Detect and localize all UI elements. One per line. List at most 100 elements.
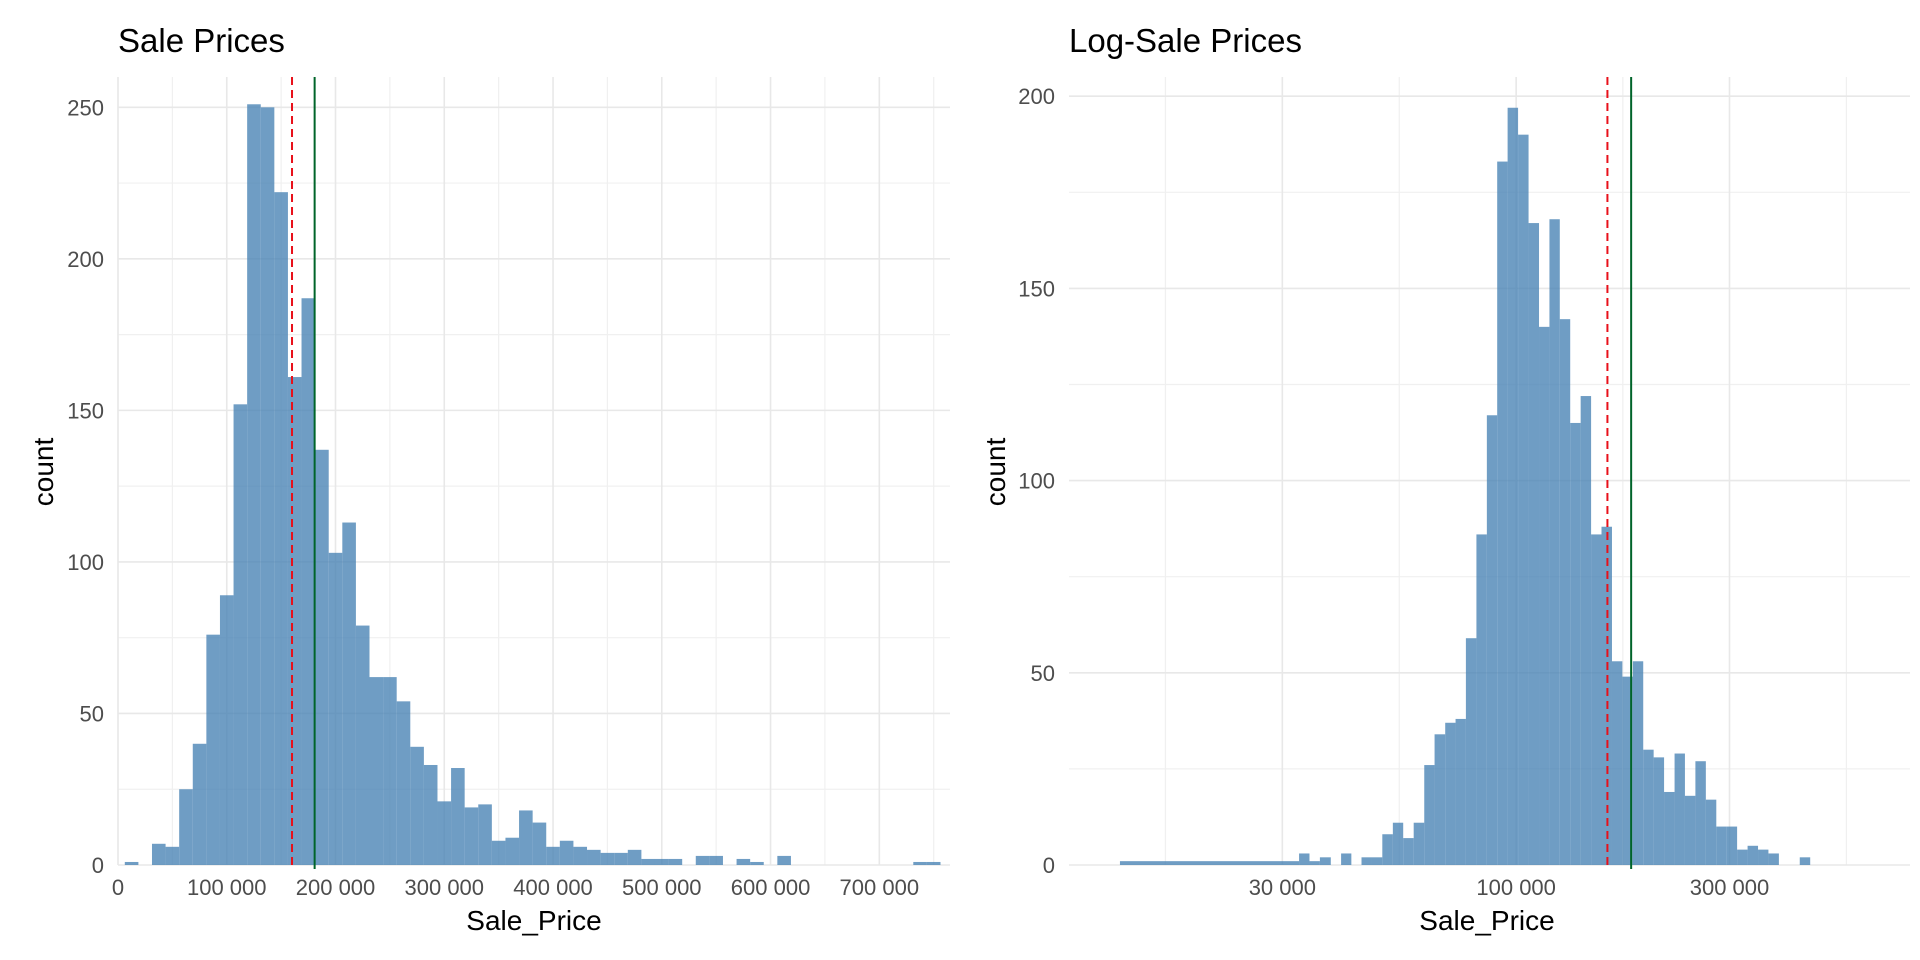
histogram-bar (1465, 638, 1477, 865)
x-tick-label: 700 000 (840, 875, 920, 900)
histogram-bar (573, 846, 588, 865)
histogram-bar (151, 843, 166, 865)
y-tick-label: 50 (1031, 661, 1055, 686)
y-tick-label: 150 (1018, 276, 1055, 301)
y-tick-label: 150 (67, 398, 104, 423)
y-tick-label: 100 (67, 550, 104, 575)
histogram-bar (355, 625, 370, 865)
y-tick-label: 50 (80, 701, 104, 726)
y-axis-label: count (980, 437, 1011, 507)
histogram-bar (546, 846, 560, 865)
chart-panel-log-sale-prices: Log-Sale Prices 0 50 100 150 200 30 000 100 00… (960, 0, 1920, 960)
histogram-bar (695, 855, 710, 865)
histogram-bar (124, 861, 139, 865)
histogram-bar (587, 849, 601, 865)
histogram-bars (124, 104, 941, 866)
y-tick-label: 100 (1018, 469, 1055, 494)
histogram-bar (926, 861, 941, 865)
histogram-bar (1570, 422, 1581, 865)
histogram-bar (464, 807, 479, 865)
histogram-bar (1486, 415, 1498, 865)
histogram-bar (1392, 822, 1404, 865)
chart-panel-sale-prices: Sale Prices 0 50 100 150 200 250 0 100 000 200 0… (28, 22, 950, 936)
x-axis-label: Sale_Price (466, 905, 602, 936)
histogram-bar (1611, 661, 1623, 865)
histogram-bar (1737, 849, 1748, 865)
histogram-bar (1580, 396, 1592, 865)
histogram-bar (559, 840, 574, 865)
histogram-bars (1119, 107, 1811, 866)
histogram-bar (654, 858, 669, 865)
y-tick-label: 250 (67, 95, 104, 120)
y-axis-label: count (28, 437, 59, 507)
histogram-bar (750, 861, 764, 865)
histogram-bar (505, 837, 520, 865)
histogram-bar (274, 192, 288, 865)
histogram-bar (233, 404, 248, 865)
x-tick-label: 0 (112, 875, 124, 900)
histogram-bar (1539, 326, 1550, 866)
histogram-bar (1361, 857, 1372, 865)
histogram-bar (491, 840, 506, 865)
histogram-bar (1632, 661, 1644, 865)
histogram-bar (1341, 853, 1352, 865)
histogram-bar (1382, 834, 1393, 865)
histogram-bar (1445, 722, 1456, 865)
x-tick-label: 600 000 (731, 875, 811, 900)
histogram-bar (1119, 861, 1300, 865)
histogram-bar (383, 677, 397, 865)
histogram-bar (315, 449, 329, 865)
histogram-bar (1299, 853, 1310, 865)
y-tick-label: 0 (1043, 853, 1055, 878)
histogram-bar (1664, 791, 1675, 865)
chart-title: Sale Prices (118, 22, 285, 59)
x-tick-label: 30 000 (1249, 875, 1316, 900)
histogram-bar (1434, 734, 1446, 865)
histogram-bar (1518, 134, 1529, 865)
histogram-bar (668, 858, 683, 865)
histogram-bar (423, 764, 438, 865)
x-axis-label: Sale_Price (1419, 905, 1555, 936)
histogram-bar (1643, 749, 1654, 865)
x-tick-label: 400 000 (513, 875, 593, 900)
histogram-bar (287, 377, 302, 865)
histogram-bar (478, 804, 492, 865)
y-tick-label: 200 (1018, 84, 1055, 109)
histogram-bar (1747, 845, 1759, 865)
histogram-bar (410, 746, 424, 865)
histogram-bar (913, 861, 927, 865)
histogram-bar (1424, 765, 1435, 865)
histogram-bar (342, 522, 356, 865)
histogram-bar (709, 855, 723, 865)
chart-title: Log-Sale Prices (1069, 22, 1302, 59)
histogram-bar (1799, 857, 1811, 865)
histogram-bar (260, 107, 275, 866)
histogram-bar (192, 743, 207, 865)
histogram-bar (1476, 534, 1487, 865)
histogram-bar (1705, 799, 1717, 865)
histogram-bar (1591, 534, 1602, 865)
x-tick-label: 200 000 (296, 875, 376, 900)
histogram-bar (519, 810, 533, 865)
histogram-bar (437, 801, 452, 865)
histogram-bar (1528, 223, 1540, 865)
x-tick-label: 500 000 (622, 875, 702, 900)
histogram-bar (532, 822, 547, 865)
histogram-bar (736, 858, 751, 865)
histogram-bar (165, 846, 180, 865)
histogram-bar (396, 701, 411, 865)
histogram-bar (1758, 849, 1769, 865)
histogram-bar (1549, 219, 1560, 866)
histogram-bar (1497, 161, 1508, 865)
y-tick-label: 200 (67, 247, 104, 272)
histogram-bar (1455, 718, 1466, 865)
x-tick-label: 100 000 (187, 875, 267, 900)
x-tick-label: 300 000 (1690, 875, 1770, 900)
histogram-bar (1726, 826, 1738, 865)
histogram-bar (1403, 838, 1414, 865)
x-tick-label: 300 000 (405, 875, 485, 900)
histogram-bar (1371, 857, 1383, 865)
histogram-bar (1309, 861, 1320, 865)
histogram-bar (1622, 676, 1633, 865)
histogram-bar (1674, 753, 1685, 865)
